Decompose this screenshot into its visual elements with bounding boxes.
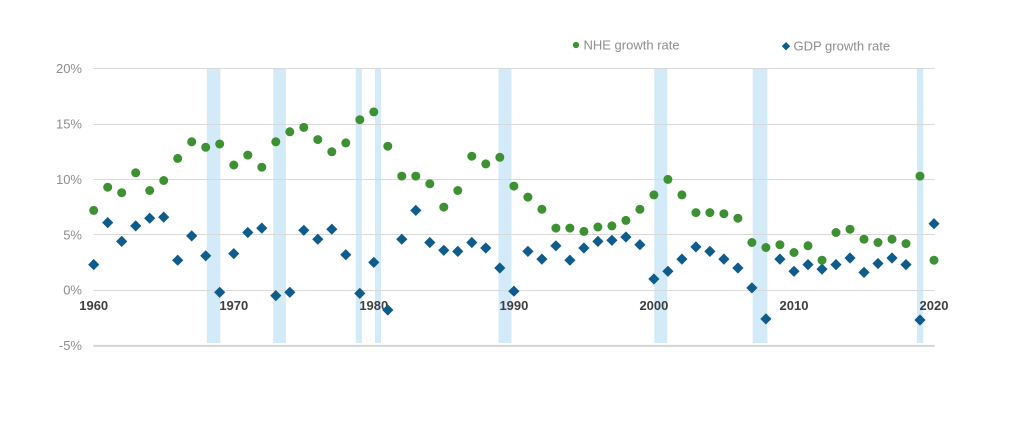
svg-text:GDP growth rate: GDP growth rate <box>794 39 891 54</box>
svg-text:-5%: -5% <box>59 338 83 353</box>
svg-text:2010: 2010 <box>780 298 809 313</box>
svg-text:10%: 10% <box>56 172 82 187</box>
svg-text:20%: 20% <box>56 61 82 76</box>
svg-text:1990: 1990 <box>499 298 528 313</box>
svg-text:1970: 1970 <box>219 298 248 313</box>
svg-text:1980: 1980 <box>359 298 388 313</box>
svg-text:5%: 5% <box>63 227 82 242</box>
svg-text:0%: 0% <box>63 283 82 298</box>
svg-text:2000: 2000 <box>639 298 668 313</box>
svg-text:15%: 15% <box>56 117 82 132</box>
svg-text:NHE growth rate: NHE growth rate <box>584 38 680 53</box>
svg-text:1960: 1960 <box>79 298 108 313</box>
svg-text:2020: 2020 <box>920 298 949 313</box>
